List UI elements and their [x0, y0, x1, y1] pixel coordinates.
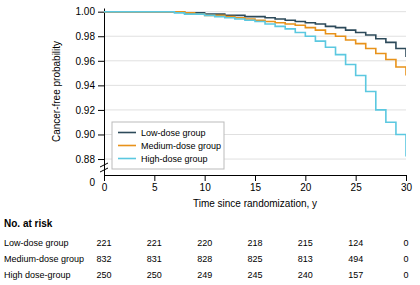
x-tick-label: 25 [351, 182, 363, 193]
legend: Low-dose group Medium-dose group High-dose… [112, 122, 224, 169]
y-tick: 1.00 [76, 6, 104, 17]
y-tick-mark [98, 110, 104, 111]
at-risk-value: 250 [147, 270, 162, 280]
x-tick-label: 15 [250, 182, 262, 193]
x-tick: 25 [351, 175, 363, 193]
at-risk-value: 825 [247, 254, 262, 264]
at-risk-value: 250 [96, 270, 111, 280]
grid-line [104, 109, 406, 110]
y-tick-mark [98, 61, 104, 62]
x-tick-mark [406, 175, 407, 181]
y-tick: 0.98 [76, 31, 104, 42]
legend-box [112, 122, 224, 169]
at-risk-row-label: Low-dose group [4, 238, 69, 248]
plot-lines [104, 12, 406, 157]
at-risk-value: 245 [247, 270, 262, 280]
y-tick-mark [98, 159, 104, 160]
x-tick-label: 30 [401, 182, 413, 193]
y-tick-label: 0.90 [76, 129, 96, 140]
at-risk-row-label: High dose-group [4, 270, 71, 280]
x-tick-mark [255, 175, 256, 181]
grid [104, 12, 406, 159]
at-risk-value: 0 [403, 238, 408, 248]
at-risk-value: 494 [348, 254, 363, 264]
x-tick-mark [356, 175, 357, 181]
y-tick: 0.92 [76, 105, 104, 116]
at-risk-value: 218 [247, 238, 262, 248]
at-risk-value: 828 [197, 254, 212, 264]
legend-label: High-dose group [141, 154, 208, 164]
grid-line [104, 85, 406, 86]
x-tick-mark [305, 175, 306, 181]
at-risk-value: 220 [197, 238, 212, 248]
legend-swatch [118, 145, 136, 147]
legend-swatch [118, 158, 136, 160]
y-tick: 0.96 [76, 56, 104, 67]
y-tick-mark [98, 36, 104, 37]
x-tick-label: 5 [152, 182, 158, 193]
series-line [104, 12, 406, 157]
x-tick-mark [154, 175, 155, 181]
at-risk-value: 215 [298, 238, 313, 248]
at-risk-title: No. at risk [4, 218, 53, 229]
y-tick-mark [98, 12, 104, 13]
y-axis-title: Cancer-free probability [51, 41, 62, 142]
x-tick-mark [104, 175, 105, 181]
x-tick-label: 10 [200, 182, 212, 193]
y-tick-label: 0.94 [76, 80, 96, 91]
x-tick: 15 [250, 175, 262, 193]
at-risk-value: 240 [298, 270, 313, 280]
at-risk-value: 249 [197, 270, 212, 280]
y-tick-label: 1.00 [76, 6, 96, 17]
y-tick-mark [98, 134, 104, 135]
at-risk-value: 831 [147, 254, 162, 264]
x-tick-label: 20 [300, 182, 312, 193]
at-risk-value: 0 [403, 270, 408, 280]
x-tick-mark [205, 175, 206, 181]
y-tick: 0.94 [76, 80, 104, 91]
y-axis-line [104, 9, 105, 176]
at-risk-value: 813 [298, 254, 313, 264]
x-tick-label: 0 [102, 182, 108, 193]
at-risk-table: No. at risk Low-dose group 221 221 220 218 215… [4, 218, 409, 280]
grid-line [104, 36, 406, 37]
at-risk-value: 221 [96, 238, 111, 248]
x-axis-title: Time since randomization, y [193, 198, 317, 209]
x-tick: 0 [102, 175, 108, 193]
x-tick: 5 [152, 175, 158, 193]
x-axis: 0 5 10 15 20 25 30 [102, 175, 413, 193]
at-risk-row-label: Medium-dose group [4, 254, 84, 264]
axis-break-mark [100, 163, 108, 167]
at-risk-value: 0 [403, 254, 408, 264]
legend-label: Low-dose group [141, 128, 206, 138]
legend-label: Medium-dose group [141, 141, 221, 151]
y-tick-label: 0.88 [76, 154, 96, 165]
y-tick-label: 0.98 [76, 31, 96, 42]
at-risk-value: 157 [348, 270, 363, 280]
at-risk-value: 832 [96, 254, 111, 264]
x-tick: 10 [200, 175, 212, 193]
axis-break [100, 163, 108, 172]
at-risk-value: 124 [348, 238, 363, 248]
chart: 0 5 10 15 20 25 30 0.88 0.90 0.92 0.94 0.96 0.98 1.00… [0, 0, 420, 285]
legend-swatch [118, 132, 136, 134]
axis-break-label: 0 [89, 177, 95, 188]
axis-break-mark [100, 168, 108, 172]
y-tick-mark [98, 85, 104, 86]
y-tick-label: 0.92 [76, 105, 96, 116]
at-risk-value: 221 [147, 238, 162, 248]
grid-line [104, 60, 406, 61]
x-tick: 20 [300, 175, 312, 193]
y-tick-label: 0.96 [76, 56, 96, 67]
x-tick: 30 [401, 175, 413, 193]
y-tick: 0.88 [76, 154, 104, 165]
y-tick: 0.90 [76, 129, 104, 140]
y-axis: 0.88 0.90 0.92 0.94 0.96 0.98 1.00 [76, 6, 105, 175]
